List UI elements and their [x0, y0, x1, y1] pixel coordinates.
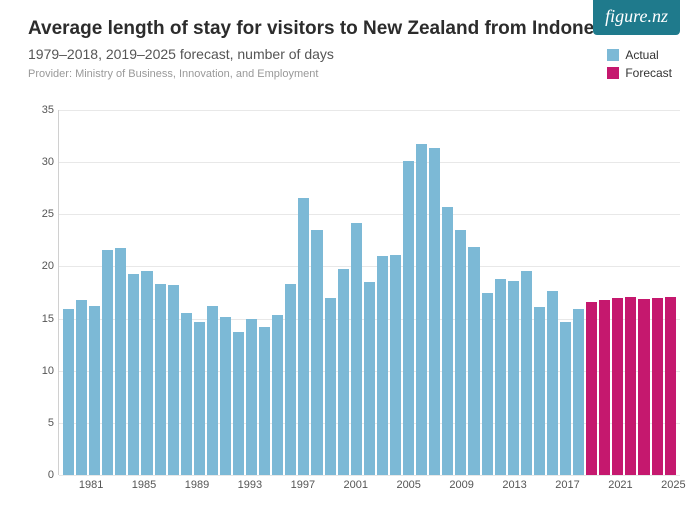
- bar-2015: [534, 307, 545, 475]
- legend-item-actual: Actual: [607, 48, 672, 62]
- chart-title: Average length of stay for visitors to N…: [28, 18, 672, 40]
- x-axis: 1981 1985 1989 1993 1997 2001 2005 2009 2013 2017…: [58, 475, 680, 495]
- legend: Actual Forecast: [607, 48, 672, 84]
- bar-1984: [128, 274, 139, 475]
- chart-provider: Provider: Ministry of Business, Innovati…: [28, 68, 672, 80]
- bar-2003: [377, 256, 388, 475]
- plot-area: [58, 110, 680, 475]
- bar-1988: [181, 313, 192, 475]
- x-tick-label: 2001: [344, 479, 368, 491]
- legend-item-forecast: Forecast: [607, 66, 672, 80]
- bar-1994: [259, 327, 270, 475]
- bar-2012: [495, 279, 506, 475]
- bar-2010: [468, 247, 479, 475]
- chart-area: 05101520253035 1981198519891993199720012…: [28, 110, 680, 495]
- bar-2022: [625, 297, 636, 475]
- bars-container: [59, 110, 680, 475]
- bar-2019: [586, 302, 597, 475]
- bar-1981: [89, 306, 100, 475]
- y-tick-label: 10: [28, 365, 54, 377]
- bar-1980: [76, 300, 87, 475]
- bar-1983: [115, 248, 126, 475]
- bar-2024: [652, 298, 663, 475]
- x-tick-label: 1981: [79, 479, 103, 491]
- bar-2023: [638, 299, 649, 475]
- x-tick-label: 2021: [608, 479, 632, 491]
- y-tick-label: 5: [28, 417, 54, 429]
- y-tick-label: 0: [28, 469, 54, 481]
- bar-2001: [351, 223, 362, 475]
- bar-2007: [429, 148, 440, 475]
- chart-subtitle: 1979–2018, 2019–2025 forecast, number of…: [28, 46, 672, 62]
- bar-2018: [573, 309, 584, 475]
- bar-2005: [403, 161, 414, 475]
- bar-1989: [194, 322, 205, 475]
- bar-1995: [272, 315, 283, 475]
- bar-1998: [311, 230, 322, 475]
- x-tick-label: 1993: [238, 479, 262, 491]
- x-tick-label: 2017: [555, 479, 579, 491]
- y-tick-label: 20: [28, 260, 54, 272]
- y-tick-label: 15: [28, 313, 54, 325]
- bar-2002: [364, 282, 375, 475]
- bar-1986: [155, 284, 166, 475]
- bar-2004: [390, 255, 401, 475]
- y-tick-label: 35: [28, 104, 54, 116]
- bar-2014: [521, 271, 532, 475]
- bar-2006: [416, 144, 427, 475]
- brand-logo: figure.nz: [593, 0, 680, 35]
- bar-1985: [141, 271, 152, 475]
- bar-1997: [298, 198, 309, 475]
- legend-label-actual: Actual: [625, 48, 658, 62]
- x-tick-label: 2005: [396, 479, 420, 491]
- bar-1993: [246, 319, 257, 475]
- bar-2011: [482, 293, 493, 476]
- bar-1991: [220, 317, 231, 476]
- y-tick-label: 30: [28, 156, 54, 168]
- swatch-forecast: [607, 67, 619, 79]
- x-tick-label: 2025: [661, 479, 685, 491]
- x-tick-label: 1985: [132, 479, 156, 491]
- bar-2025: [665, 297, 676, 475]
- bar-2016: [547, 291, 558, 475]
- y-tick-label: 25: [28, 208, 54, 220]
- swatch-actual: [607, 49, 619, 61]
- bar-1990: [207, 306, 218, 475]
- bar-1987: [168, 285, 179, 475]
- bar-2017: [560, 322, 571, 475]
- x-tick-label: 2013: [502, 479, 526, 491]
- bar-2013: [508, 281, 519, 475]
- bar-2008: [442, 207, 453, 475]
- x-tick-label: 2009: [449, 479, 473, 491]
- bar-1999: [325, 298, 336, 475]
- bar-1996: [285, 284, 296, 475]
- x-tick-label: 1989: [185, 479, 209, 491]
- bar-1992: [233, 332, 244, 475]
- bar-2009: [455, 230, 466, 475]
- bar-2020: [599, 300, 610, 475]
- x-tick-label: 1997: [291, 479, 315, 491]
- bar-2000: [338, 269, 349, 475]
- legend-label-forecast: Forecast: [625, 66, 672, 80]
- bar-1982: [102, 250, 113, 475]
- bar-1979: [63, 309, 74, 475]
- bar-2021: [612, 298, 623, 475]
